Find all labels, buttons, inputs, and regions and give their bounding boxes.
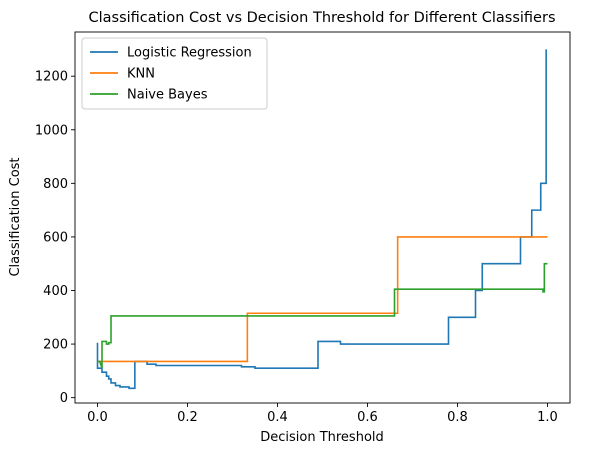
x-tick-label: 0.0 bbox=[87, 410, 108, 425]
y-tick-label: 1000 bbox=[35, 123, 68, 138]
series-line-1 bbox=[97, 236, 548, 363]
chart-title: Classification Cost vs Decision Threshol… bbox=[89, 10, 556, 26]
x-tick-label: 0.6 bbox=[357, 410, 378, 425]
x-tick-label: 1.0 bbox=[537, 410, 558, 425]
series-line-2 bbox=[97, 262, 548, 369]
legend: Logistic Regression KNN Naive Bayes bbox=[81, 37, 268, 110]
x-axis-label: Decision Threshold bbox=[260, 430, 384, 445]
y-axis-label: Classification Cost bbox=[8, 157, 23, 276]
legend-box bbox=[81, 37, 268, 110]
legend-label-1: KNN bbox=[127, 67, 155, 82]
x-tick-label: 0.8 bbox=[447, 410, 468, 425]
y-tick-label: 800 bbox=[43, 177, 68, 192]
x-ticks: 0.0 0.2 0.4 0.6 0.8 1.0 bbox=[87, 403, 558, 425]
legend-label-2: Naive Bayes bbox=[127, 88, 208, 103]
y-ticks: 0 200 400 600 800 1000 1200 bbox=[35, 70, 75, 406]
x-tick-label: 0.4 bbox=[267, 410, 288, 425]
y-tick-label: 600 bbox=[43, 230, 68, 245]
series-layer bbox=[96, 49, 548, 390]
plot-frame bbox=[74, 31, 571, 404]
x-tick-label: 0.2 bbox=[177, 410, 198, 425]
y-tick-label: 0 bbox=[60, 391, 68, 406]
y-tick-label: 400 bbox=[43, 284, 68, 299]
series-line-0 bbox=[96, 49, 547, 390]
legend-label-0: Logistic Regression bbox=[127, 46, 252, 61]
y-tick-label: 1200 bbox=[35, 70, 68, 85]
y-tick-label: 200 bbox=[43, 338, 68, 353]
